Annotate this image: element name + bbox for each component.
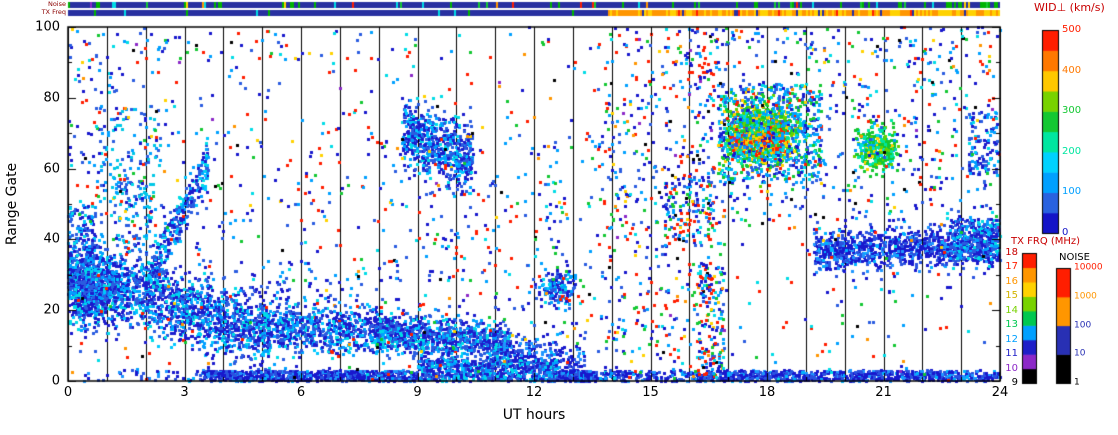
- noise-strip-label: Noise: [47, 0, 66, 8]
- txfrq-scale-label: 9: [1011, 377, 1018, 388]
- x-tick-label: 12: [525, 385, 543, 400]
- y-tick-label: 80: [43, 90, 60, 106]
- wid-colorbar-title: WID⊥ (km/s): [1034, 1, 1105, 14]
- x-tick-label: 6: [296, 385, 306, 400]
- wid-scale-label: 200: [1062, 145, 1082, 157]
- wid-scale-label: 500: [1062, 24, 1082, 35]
- noise-scale-label: 10: [1074, 348, 1086, 359]
- y-tick-label: 60: [43, 161, 60, 177]
- txfrq-scale-label: 15: [1005, 290, 1018, 302]
- wid-scale-label: 100: [1062, 186, 1082, 198]
- txfrq-scale-label: 10: [1005, 362, 1018, 374]
- x-tick-label: 24: [991, 385, 1009, 400]
- y-tick-label: 40: [43, 231, 60, 247]
- x-tick-label: 3: [180, 385, 189, 400]
- txfrq-scale-label: 11: [1005, 348, 1018, 360]
- txfrq-scale-label: 12: [1005, 333, 1018, 345]
- x-axis-title: UT hours: [502, 407, 566, 423]
- txfrq-scale-label: 18: [1005, 247, 1018, 258]
- txfrq-scale-label: 16: [1005, 275, 1018, 287]
- x-tick-label: 21: [875, 385, 892, 400]
- y-axis-title: Range Gate: [4, 162, 20, 246]
- wid-scale-label: 400: [1062, 64, 1082, 76]
- noise-scale-label: 10000: [1074, 262, 1103, 273]
- txfrq-colorbar-title: TX FRQ (MHz): [1011, 236, 1081, 247]
- y-tick-label: 100: [35, 19, 60, 35]
- txfrq-scale-label: 17: [1005, 261, 1018, 273]
- x-tick-label: 9: [413, 385, 422, 400]
- txfreq-strip-label: TX Freq: [41, 8, 66, 16]
- wid-scale-label: 300: [1062, 105, 1082, 117]
- txfrq-scale-label: 14: [1005, 304, 1018, 316]
- noise-scale-label: 1: [1074, 377, 1080, 388]
- x-tick-label: 0: [63, 385, 73, 400]
- y-tick-label: 20: [43, 302, 60, 318]
- y-tick-label: 0: [51, 373, 60, 389]
- noise-colorbar-title: NOISE: [1059, 252, 1090, 263]
- txfrq-scale-label: 13: [1005, 319, 1018, 331]
- x-tick-label: 15: [642, 385, 659, 400]
- noise-scale-label: 1000: [1074, 291, 1097, 302]
- x-tick-label: 18: [758, 385, 776, 400]
- wid-scale-label: 0: [1062, 227, 1069, 238]
- noise-scale-label: 100: [1074, 320, 1092, 330]
